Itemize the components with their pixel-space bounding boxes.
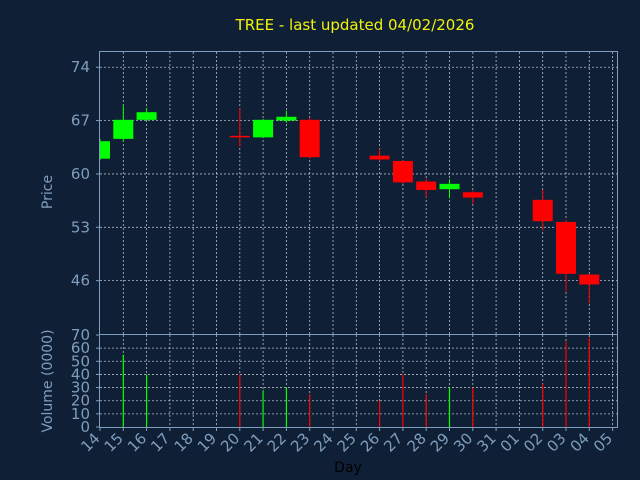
candle-body [556,221,576,274]
price-tick-label: 60 [71,165,90,183]
volume-tick-label: 70 [71,326,90,344]
candle-body [369,155,390,160]
volume-tick-label: 30 [71,379,90,397]
candle-body [113,119,134,139]
chart-title: TREE - last updated 04/02/2026 [235,16,475,34]
volume-tick-label: 20 [71,392,90,410]
candle-body [136,112,157,120]
price-tick-label: 46 [71,272,90,290]
candle-body [229,135,250,138]
volume-bars [122,337,590,427]
candle-body [439,183,460,190]
candle-body [416,181,437,190]
volume-tick-label: 40 [71,365,90,383]
price-tick-label: 53 [71,218,90,236]
candle-body [532,199,553,222]
volume-tick-label: 10 [71,405,90,423]
price-tick-label: 74 [71,58,90,76]
price-tick-label: 67 [71,112,90,130]
volume-tick-label: 50 [71,352,90,370]
candles [99,105,600,304]
volume-axis-label: Volume (0000) [40,329,56,432]
candle-body [299,119,320,158]
candle-body [462,192,483,198]
candle-body [579,274,600,285]
candle-body [276,116,297,121]
volume-panel-frame [99,334,618,428]
volume-tick-label: 60 [71,339,90,357]
x-tick-labels: 1415161718192021222324252627282930310102… [77,427,616,456]
candle-body [100,141,110,159]
x-axis-label: Day [334,460,362,476]
price-axis-label: Price [40,175,56,209]
volume-tick-label: 0 [80,418,90,436]
candle-body [253,119,274,138]
candle-body [392,160,413,183]
